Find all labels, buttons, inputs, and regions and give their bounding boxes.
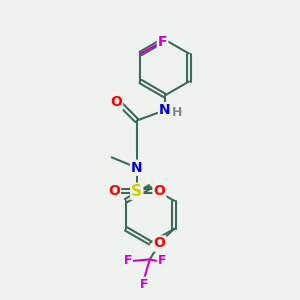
Text: O: O [154,236,165,250]
Text: F: F [124,254,132,267]
Text: F: F [158,254,167,267]
Text: O: O [108,184,120,198]
Text: H: H [172,106,182,119]
Text: N: N [159,103,170,117]
Text: F: F [140,278,149,291]
Text: O: O [154,184,165,198]
Text: O: O [110,95,122,109]
Text: N: N [131,161,142,175]
Text: F: F [158,35,167,50]
Text: S: S [131,184,142,199]
